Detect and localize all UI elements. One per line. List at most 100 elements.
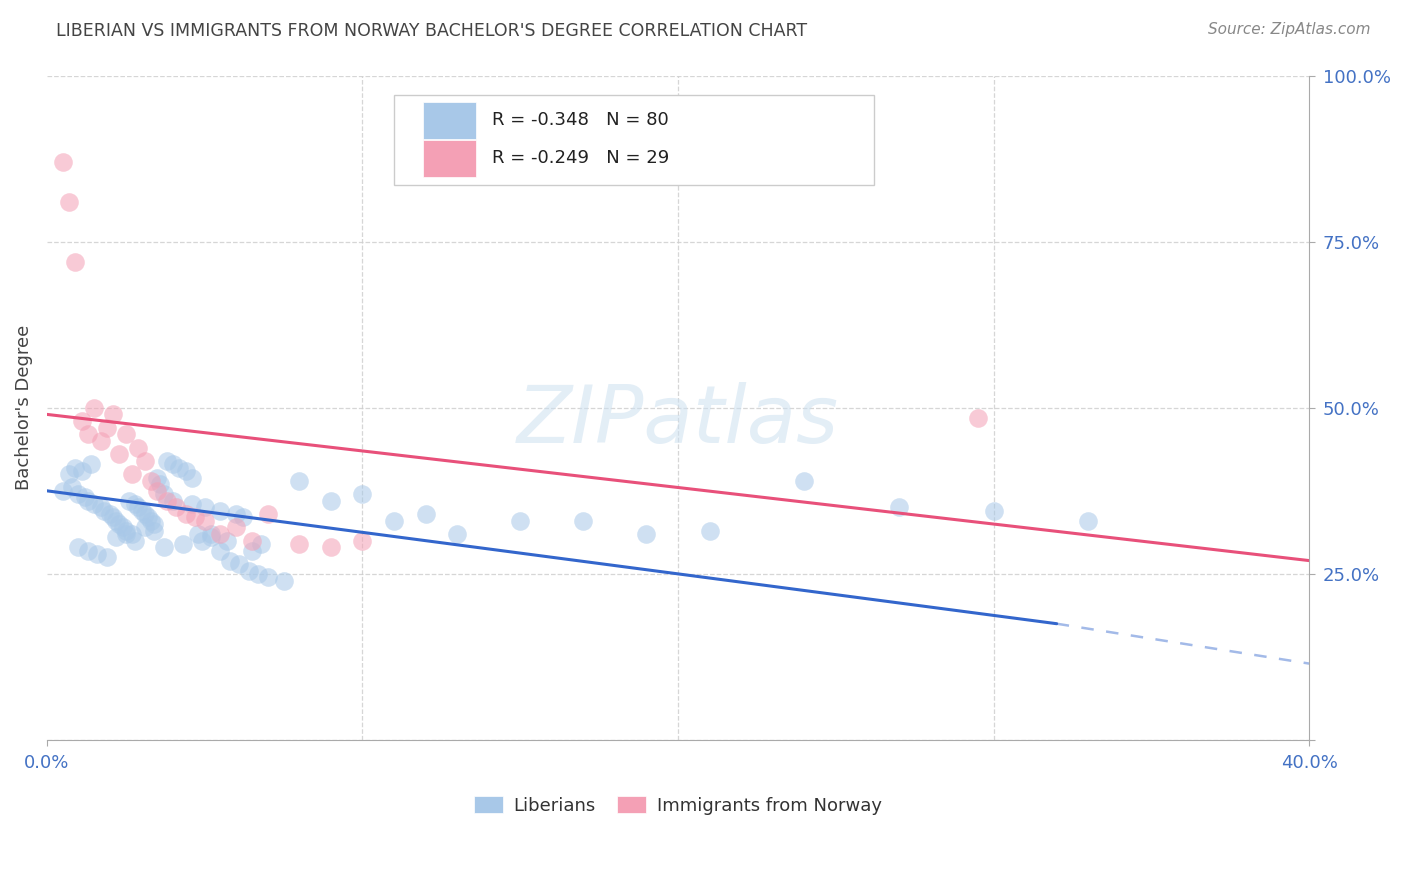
- Point: [169, 460, 191, 475]
- Point: [96, 420, 118, 434]
- Point: [105, 530, 128, 544]
- Point: [240, 543, 263, 558]
- Point: [247, 566, 270, 581]
- Point: [114, 427, 136, 442]
- Point: [165, 500, 187, 515]
- Point: [124, 497, 146, 511]
- Legend: Liberians, Immigrants from Norway: Liberians, Immigrants from Norway: [467, 789, 890, 822]
- Point: [238, 564, 260, 578]
- Text: LIBERIAN VS IMMIGRANTS FROM NORWAY BACHELOR'S DEGREE CORRELATION CHART: LIBERIAN VS IMMIGRANTS FROM NORWAY BACHE…: [56, 22, 807, 40]
- Point: [184, 510, 207, 524]
- Point: [52, 483, 75, 498]
- Point: [152, 541, 174, 555]
- Point: [250, 537, 273, 551]
- Point: [215, 533, 238, 548]
- Point: [194, 514, 217, 528]
- Point: [209, 543, 232, 558]
- Point: [93, 504, 115, 518]
- Point: [127, 500, 149, 515]
- Point: [194, 500, 217, 515]
- Text: R = -0.249   N = 29: R = -0.249 N = 29: [492, 149, 669, 168]
- Point: [699, 524, 721, 538]
- Point: [146, 470, 169, 484]
- Point: [273, 574, 295, 588]
- Y-axis label: Bachelor's Degree: Bachelor's Degree: [15, 325, 32, 491]
- Point: [509, 514, 531, 528]
- Point: [288, 474, 311, 488]
- Point: [200, 527, 222, 541]
- Text: ZIPatlas: ZIPatlas: [517, 382, 839, 460]
- Point: [174, 464, 197, 478]
- Point: [105, 514, 128, 528]
- Point: [352, 533, 374, 548]
- Point: [60, 481, 83, 495]
- Point: [887, 500, 910, 515]
- Point: [288, 537, 311, 551]
- Point: [77, 493, 100, 508]
- Point: [83, 401, 105, 415]
- Point: [983, 504, 1005, 518]
- Point: [319, 493, 342, 508]
- Point: [70, 414, 93, 428]
- Point: [70, 464, 93, 478]
- Point: [114, 524, 136, 538]
- FancyBboxPatch shape: [423, 103, 477, 139]
- Point: [134, 507, 156, 521]
- Point: [96, 550, 118, 565]
- Point: [181, 470, 204, 484]
- Point: [90, 434, 112, 448]
- Point: [219, 553, 242, 567]
- Point: [415, 507, 437, 521]
- Point: [149, 477, 172, 491]
- Point: [225, 507, 247, 521]
- Point: [65, 254, 87, 268]
- Point: [90, 500, 112, 515]
- Point: [793, 474, 815, 488]
- Point: [382, 514, 405, 528]
- Point: [1077, 514, 1099, 528]
- Point: [446, 527, 468, 541]
- Point: [131, 504, 153, 518]
- Point: [127, 441, 149, 455]
- Point: [58, 467, 80, 482]
- Point: [52, 155, 75, 169]
- Point: [256, 570, 278, 584]
- Point: [80, 457, 103, 471]
- Point: [114, 527, 136, 541]
- Point: [172, 537, 194, 551]
- Point: [58, 194, 80, 209]
- Point: [156, 454, 179, 468]
- Point: [231, 510, 253, 524]
- Point: [67, 487, 90, 501]
- Point: [572, 514, 595, 528]
- Point: [98, 507, 121, 521]
- Point: [121, 527, 143, 541]
- Point: [108, 447, 131, 461]
- Point: [139, 514, 162, 528]
- Point: [121, 467, 143, 482]
- Point: [111, 520, 134, 534]
- Point: [352, 487, 374, 501]
- Point: [67, 541, 90, 555]
- Point: [101, 510, 124, 524]
- Point: [200, 530, 222, 544]
- Point: [319, 541, 342, 555]
- Point: [146, 483, 169, 498]
- Point: [139, 474, 162, 488]
- Point: [77, 543, 100, 558]
- Point: [156, 493, 179, 508]
- Point: [966, 410, 988, 425]
- Point: [118, 493, 141, 508]
- Point: [124, 533, 146, 548]
- Text: R = -0.348   N = 80: R = -0.348 N = 80: [492, 112, 669, 129]
- Point: [225, 520, 247, 534]
- Point: [73, 491, 96, 505]
- Point: [256, 507, 278, 521]
- Point: [134, 454, 156, 468]
- Point: [162, 457, 184, 471]
- Point: [65, 460, 87, 475]
- Point: [181, 497, 204, 511]
- Point: [190, 533, 212, 548]
- Point: [209, 527, 232, 541]
- Point: [209, 504, 232, 518]
